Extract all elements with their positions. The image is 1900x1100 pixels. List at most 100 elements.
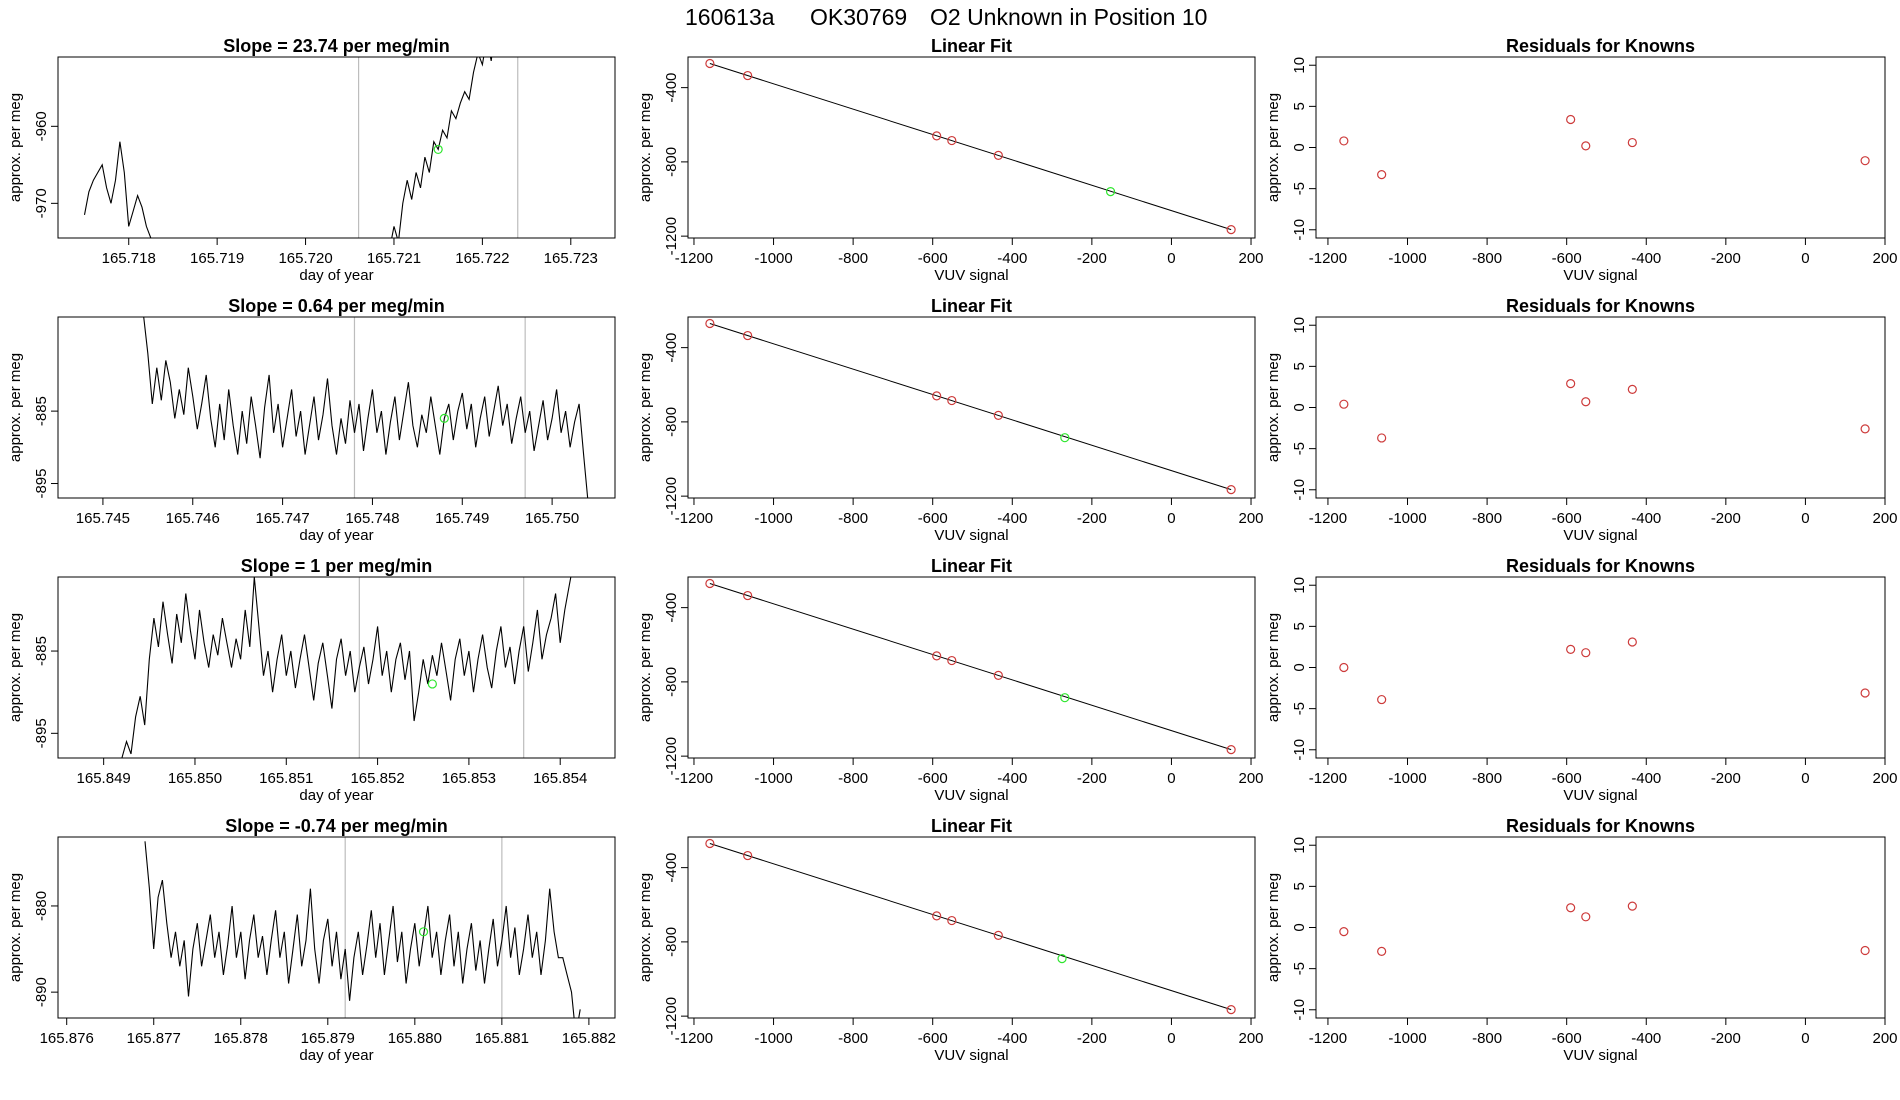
panel-3-3-plot-area <box>1339 637 1870 705</box>
panel-1-2-xtick-label-1: -1000 <box>754 250 792 267</box>
panel-1-2-frame <box>687 56 1256 239</box>
panel-4-3-ytick-label-2: 0 <box>1291 923 1308 931</box>
panel-3-3-known-point-4 <box>1627 637 1637 647</box>
panel-3-3-xtick-label-1: -1000 <box>1388 770 1426 787</box>
panel-1-3-ytick-label-2: 0 <box>1291 143 1308 151</box>
panel-3-2-xtick-label-7: 200 <box>1239 770 1264 787</box>
panel-3-3-title: Residuals for Knowns <box>1506 556 1695 576</box>
panel-2-2-xtick-label-5: -200 <box>1077 510 1107 527</box>
panel-4-2-xtick-label-6: 0 <box>1167 1030 1175 1047</box>
panel-3-3-known-point-1 <box>1377 694 1387 705</box>
panel-2-1-ytick-label-0: -885 <box>33 396 50 426</box>
panel-4-2-xtick-label-0: -1200 <box>675 1030 713 1047</box>
panel-3-2-xlabel: VUV signal <box>934 787 1008 804</box>
panel-4-2-known-point-2 <box>932 911 942 921</box>
panel-4-3-xtick-label-2: -800 <box>1472 1030 1502 1047</box>
panel-1-2-known-point-0 <box>705 58 715 69</box>
panel-2-2-ytick-label-2: -1200 <box>663 477 680 515</box>
panel-2-2-xtick-label-7: 200 <box>1239 510 1264 527</box>
panel-2-2: Linear Fit -1200 -1000 -800 -600 -400 -200 0 200… <box>637 296 1264 544</box>
panel-4-2-title: Linear Fit <box>931 816 1012 836</box>
panel-1-3-xtick-label-1: -1000 <box>1388 250 1426 267</box>
panel-3-3-xtick-label-5: -200 <box>1711 770 1741 787</box>
panel-3-3-frame <box>1315 576 1886 759</box>
panel-3-3-xtick-label-7: 200 <box>1872 770 1897 787</box>
panel-3-2-xtick-label-0: -1200 <box>675 770 713 787</box>
panel-4-2-xtick-label-4: -400 <box>997 1030 1027 1047</box>
panel-1-3-plot-area <box>1339 114 1870 180</box>
panel-2-3: Residuals for Knowns-1200 -1000 -800 -600 -4… <box>1265 296 1898 544</box>
panel-3-1-trace-0 <box>121 577 572 758</box>
panel-3-2-known-point-4 <box>993 670 1003 680</box>
panel-1-2-ytick-label-1: -800 <box>663 147 680 177</box>
panel-3-2-title: Linear Fit <box>931 556 1012 576</box>
panel-1-1: Slope = 23.74 per meg/min 165.718 165.719 1… <box>7 36 616 284</box>
panel-4-3-ytick-label-0: 10 <box>1291 837 1308 854</box>
panel-3-2-xtick-label-5: -200 <box>1077 770 1107 787</box>
panel-4-3-known-point-0 <box>1339 927 1349 937</box>
panel-4-2-ytick-label-0: -400 <box>663 853 680 883</box>
panel-4-3-xlabel: VUV signal <box>1563 1047 1637 1064</box>
panel-2-1-ylabel: approx. per meg <box>7 353 24 462</box>
panel-4-1-xtick-label-6: 165.882 <box>562 1030 616 1047</box>
panel-3-1-title: Slope = 1 per meg/min <box>241 556 433 576</box>
panel-1-2-fit-line <box>709 63 1232 231</box>
panel-4-2-ytick-label-1: -800 <box>663 927 680 957</box>
panel-3-2-ytick-label-2: -1200 <box>663 737 680 775</box>
panel-4-1-xtick-label-5: 165.881 <box>475 1030 529 1047</box>
panel-4-3-xtick-label-1: -1000 <box>1388 1030 1426 1047</box>
panel-2-2-xtick-label-6: 0 <box>1167 510 1175 527</box>
supertitle-tank: OK30769 <box>810 4 907 30</box>
panel-4-1-trace-0 <box>144 841 581 1018</box>
panel-2-2-known-point-0 <box>705 318 715 329</box>
panel-4-3-xtick-label-3: -600 <box>1552 1030 1582 1047</box>
panel-2-2-frame <box>687 316 1256 499</box>
panel-2-1-frame <box>57 316 616 499</box>
panel-2-2-ytick-label-0: -400 <box>663 333 680 363</box>
panel-1-3-xtick-label-7: 200 <box>1872 250 1897 267</box>
panel-1-2-xtick-label-3: -600 <box>918 250 948 267</box>
panel-3-2-ytick-label-1: -800 <box>663 667 680 697</box>
panel-1-2-known-point-4 <box>993 150 1003 160</box>
panel-4-2-known-point-4 <box>993 930 1003 940</box>
panel-4-1-unknown-point <box>418 927 429 937</box>
panel-4-2-ylabel: approx. per meg <box>637 873 654 982</box>
panel-2-1-xtick-label-4: 165.749 <box>435 510 489 527</box>
panel-2-2-xtick-label-4: -400 <box>997 510 1027 527</box>
panel-3-3-ytick-label-3: -5 <box>1291 702 1308 715</box>
panel-1-2-unknown-point <box>1105 186 1116 197</box>
panel-1-2-ylabel: approx. per meg <box>637 93 654 202</box>
panel-1-2-ytick-label-0: -400 <box>663 73 680 103</box>
panel-1-3-known-point-3 <box>1581 141 1591 151</box>
panel-2-3-ytick-label-2: 0 <box>1291 403 1308 411</box>
panel-2-3-xtick-label-3: -600 <box>1552 510 1582 527</box>
panel-1-1-frame <box>57 56 616 239</box>
panel-2-1-xtick-label-2: 165.747 <box>255 510 309 527</box>
panel-1-2-known-point-1 <box>743 70 753 81</box>
panel-1-2-xtick-label-7: 200 <box>1239 250 1264 267</box>
panel-2-3-ytick-label-3: -5 <box>1291 442 1308 455</box>
panel-4-2-known-point-3 <box>947 915 957 926</box>
panel-4-3-title: Residuals for Knowns <box>1506 816 1695 836</box>
panel-2-3-xtick-label-4: -400 <box>1631 510 1661 527</box>
panel-4-3-known-point-5 <box>1860 945 1870 956</box>
panel-4-2-known-point-0 <box>705 838 715 849</box>
panel-1-2-plot-area <box>705 58 1236 235</box>
panel-3-3-xtick-label-3: -600 <box>1552 770 1582 787</box>
panel-3-3-xtick-label-0: -1200 <box>1309 770 1347 787</box>
panel-1-3-known-point-2 <box>1566 114 1576 125</box>
panel-3-3-xlabel: VUV signal <box>1563 787 1637 804</box>
panel-2-1-unknown-point <box>439 413 449 423</box>
panel-4-1-xtick-label-3: 165.879 <box>301 1030 355 1047</box>
panel-1-3-xtick-label-3: -600 <box>1552 250 1582 267</box>
panel-2-1: Slope = 0.64 per meg/min 165.745 165.746 16… <box>7 296 616 544</box>
panel-3-2-xtick-label-3: -600 <box>918 770 948 787</box>
panel-3-3-ytick-label-2: 0 <box>1291 663 1308 671</box>
panel-1-1-unknown-point <box>433 144 443 155</box>
panel-4-2-xlabel: VUV signal <box>934 1047 1008 1064</box>
panel-4-1-plot-area <box>144 837 581 1018</box>
panel-3-3-ylabel: approx. per meg <box>1265 613 1282 722</box>
panel-3-3-xtick-label-6: 0 <box>1801 770 1809 787</box>
panel-1-3-xtick-label-2: -800 <box>1472 250 1502 267</box>
